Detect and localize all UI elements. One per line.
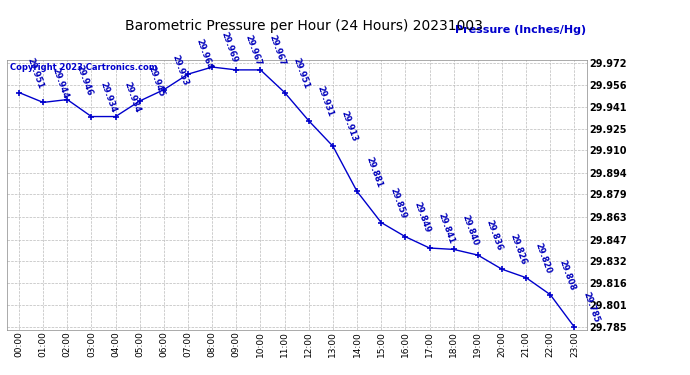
- Text: 29.951: 29.951: [292, 56, 311, 90]
- Text: 29.785: 29.785: [582, 291, 601, 324]
- Text: 29.849: 29.849: [413, 201, 432, 234]
- Text: 29.934: 29.934: [99, 80, 118, 114]
- Text: 29.913: 29.913: [340, 110, 359, 144]
- Text: 29.967: 29.967: [268, 34, 287, 67]
- Text: 29.859: 29.859: [388, 186, 408, 220]
- Text: Pressure (Inches/Hg): Pressure (Inches/Hg): [455, 25, 586, 35]
- Text: 29.944: 29.944: [50, 66, 70, 100]
- Text: 29.934: 29.934: [123, 80, 142, 114]
- Text: 29.836: 29.836: [485, 219, 504, 252]
- Text: 29.881: 29.881: [364, 155, 384, 189]
- Text: 29.826: 29.826: [509, 233, 529, 266]
- Text: 29.840: 29.840: [461, 213, 480, 247]
- Text: 29.967: 29.967: [244, 34, 263, 67]
- Text: 29.945: 29.945: [147, 65, 166, 98]
- Text: 29.841: 29.841: [437, 212, 456, 245]
- Text: Barometric Pressure per Hour (24 Hours) 20231003: Barometric Pressure per Hour (24 Hours) …: [125, 19, 482, 33]
- Text: 29.951: 29.951: [26, 56, 46, 90]
- Text: 29.820: 29.820: [533, 242, 553, 275]
- Text: 29.946: 29.946: [75, 63, 94, 97]
- Text: 29.931: 29.931: [316, 85, 335, 118]
- Text: Copyright 2023 Cartronics.com: Copyright 2023 Cartronics.com: [10, 63, 157, 72]
- Text: 29.969: 29.969: [219, 31, 239, 64]
- Text: 29.964: 29.964: [195, 38, 215, 71]
- Text: 29.808: 29.808: [558, 259, 577, 292]
- Text: 29.953: 29.953: [171, 54, 190, 87]
